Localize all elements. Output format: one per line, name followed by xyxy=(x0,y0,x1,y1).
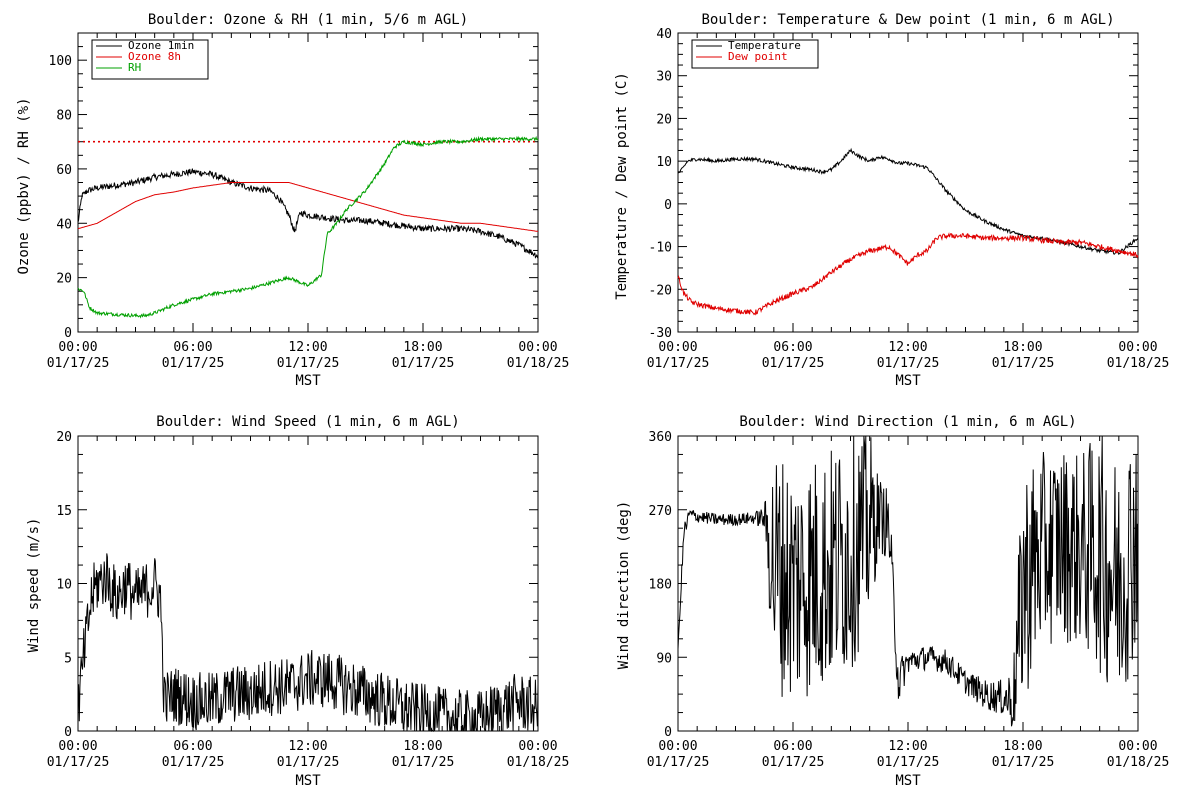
y-tick-label: 40 xyxy=(656,27,672,42)
legend-label: Ozone 8h xyxy=(128,50,181,63)
chart-title: Boulder: Ozone & RH (1 min, 5/6 m AGL) xyxy=(148,12,468,28)
y-tick-label: -20 xyxy=(649,283,672,298)
x-tick-label-date: 01/17/25 xyxy=(392,356,455,371)
legend-box xyxy=(691,39,819,69)
series-line xyxy=(677,435,1139,727)
y-tick-label: -10 xyxy=(649,241,672,256)
y-tick-label: -30 xyxy=(649,326,672,341)
y-tick-label: 270 xyxy=(649,504,672,519)
y-tick-label: 80 xyxy=(56,109,72,124)
chart-title: Boulder: Wind Speed (1 min, 6 m AGL) xyxy=(156,414,459,430)
x-tick-label-time: 06:00 xyxy=(773,739,812,754)
x-axis-label: MST xyxy=(295,373,321,389)
y-tick-label: 180 xyxy=(649,578,672,593)
x-tick-label-date: 01/17/25 xyxy=(762,356,825,371)
x-tick-label-time: 00:00 xyxy=(1118,739,1157,754)
y-tick-label: 30 xyxy=(656,70,672,85)
x-tick-label-time: 06:00 xyxy=(173,739,212,754)
y-tick-label: 40 xyxy=(56,217,72,232)
panel-ozone-rh: Boulder: Ozone & RH (1 min, 5/6 m AGL) O… xyxy=(16,12,569,389)
chart-title: Boulder: Temperature & Dew point (1 min,… xyxy=(701,12,1114,28)
series-line xyxy=(77,135,539,319)
legend-label: Temperature xyxy=(728,39,801,52)
legend-label: Dew point xyxy=(728,50,788,63)
x-tick-label-time: 00:00 xyxy=(658,739,697,754)
x-tick-label-date: 01/17/25 xyxy=(47,755,110,770)
x-tick-label-time: 00:00 xyxy=(58,739,97,754)
x-axis-label: MST xyxy=(295,773,321,789)
x-tick-label-time: 00:00 xyxy=(658,340,697,355)
series-line xyxy=(77,168,539,259)
y-tick-label: 60 xyxy=(56,163,72,178)
y-tick-label: 0 xyxy=(664,198,672,213)
plot-frame xyxy=(677,435,1139,732)
x-tick-label-date: 01/17/25 xyxy=(392,755,455,770)
legend-label: Ozone 1min xyxy=(128,39,194,52)
y-tick-label: 0 xyxy=(64,725,72,740)
x-tick-label-time: 00:00 xyxy=(518,739,557,754)
x-tick-label-date: 01/18/25 xyxy=(1107,755,1170,770)
panel-wind-direction: Boulder: Wind Direction (1 min, 6 m AGL)… xyxy=(616,414,1169,789)
x-tick-label-time: 12:00 xyxy=(288,739,327,754)
y-tick-label: 0 xyxy=(64,326,72,341)
series-line xyxy=(77,553,539,733)
x-tick-label-time: 12:00 xyxy=(888,340,927,355)
x-tick-label-date: 01/18/25 xyxy=(507,755,570,770)
series-line xyxy=(677,232,1139,316)
y-tick-label: 90 xyxy=(656,651,672,666)
x-axis-label: MST xyxy=(895,773,921,789)
x-tick-label-time: 18:00 xyxy=(403,340,442,355)
x-tick-label-time: 06:00 xyxy=(173,340,212,355)
x-tick-label-date: 01/17/25 xyxy=(162,356,225,371)
x-tick-label-time: 00:00 xyxy=(58,340,97,355)
y-tick-label: 10 xyxy=(56,578,72,593)
x-tick-label-time: 06:00 xyxy=(773,340,812,355)
y-tick-label: 20 xyxy=(56,430,72,445)
x-tick-label-date: 01/17/25 xyxy=(762,755,825,770)
x-tick-label-time: 00:00 xyxy=(1118,340,1157,355)
y-tick-label: 360 xyxy=(649,430,672,445)
x-tick-label-time: 18:00 xyxy=(1003,340,1042,355)
y-axis-label: Wind speed (m/s) xyxy=(26,518,42,653)
x-tick-label-date: 01/17/25 xyxy=(647,755,710,770)
y-tick-label: 5 xyxy=(64,651,72,666)
y-axis-label: Ozone (ppbv) / RH (%) xyxy=(16,97,32,274)
x-tick-label-date: 01/17/25 xyxy=(877,755,940,770)
x-tick-label-time: 00:00 xyxy=(518,340,557,355)
y-tick-label: 100 xyxy=(49,54,72,69)
plot-frame xyxy=(677,32,1139,333)
y-tick-label: 20 xyxy=(56,272,72,287)
x-tick-label-date: 01/17/25 xyxy=(277,356,340,371)
x-tick-label-date: 01/17/25 xyxy=(47,356,110,371)
x-tick-label-date: 01/17/25 xyxy=(647,356,710,371)
y-tick-label: 20 xyxy=(656,112,672,127)
x-tick-label-date: 01/17/25 xyxy=(162,755,225,770)
x-tick-label-time: 12:00 xyxy=(288,340,327,355)
x-tick-label-time: 18:00 xyxy=(1003,739,1042,754)
y-tick-label: 15 xyxy=(56,504,72,519)
x-tick-label-time: 18:00 xyxy=(403,739,442,754)
y-tick-label: 10 xyxy=(656,155,672,170)
x-tick-label-date: 01/18/25 xyxy=(507,356,570,371)
panel-wind-speed: Boulder: Wind Speed (1 min, 6 m AGL) Win… xyxy=(26,414,569,789)
panel-temperature-dewpoint: Boulder: Temperature & Dew point (1 min,… xyxy=(614,12,1169,389)
x-tick-label-time: 12:00 xyxy=(888,739,927,754)
y-axis-label: Temperature / Dew point (C) xyxy=(614,72,630,300)
chart-title: Boulder: Wind Direction (1 min, 6 m AGL) xyxy=(739,414,1076,430)
y-axis-label: Wind direction (deg) xyxy=(616,501,632,670)
series-line xyxy=(677,147,1139,256)
x-axis-label: MST xyxy=(895,373,921,389)
x-tick-label-date: 01/17/25 xyxy=(877,356,940,371)
series-line xyxy=(77,182,539,232)
legend-label: RH xyxy=(128,61,141,74)
x-tick-label-date: 01/18/25 xyxy=(1107,356,1170,371)
x-tick-label-date: 01/17/25 xyxy=(992,356,1055,371)
y-tick-label: 0 xyxy=(664,725,672,740)
x-tick-label-date: 01/17/25 xyxy=(992,755,1055,770)
x-tick-label-date: 01/17/25 xyxy=(277,755,340,770)
